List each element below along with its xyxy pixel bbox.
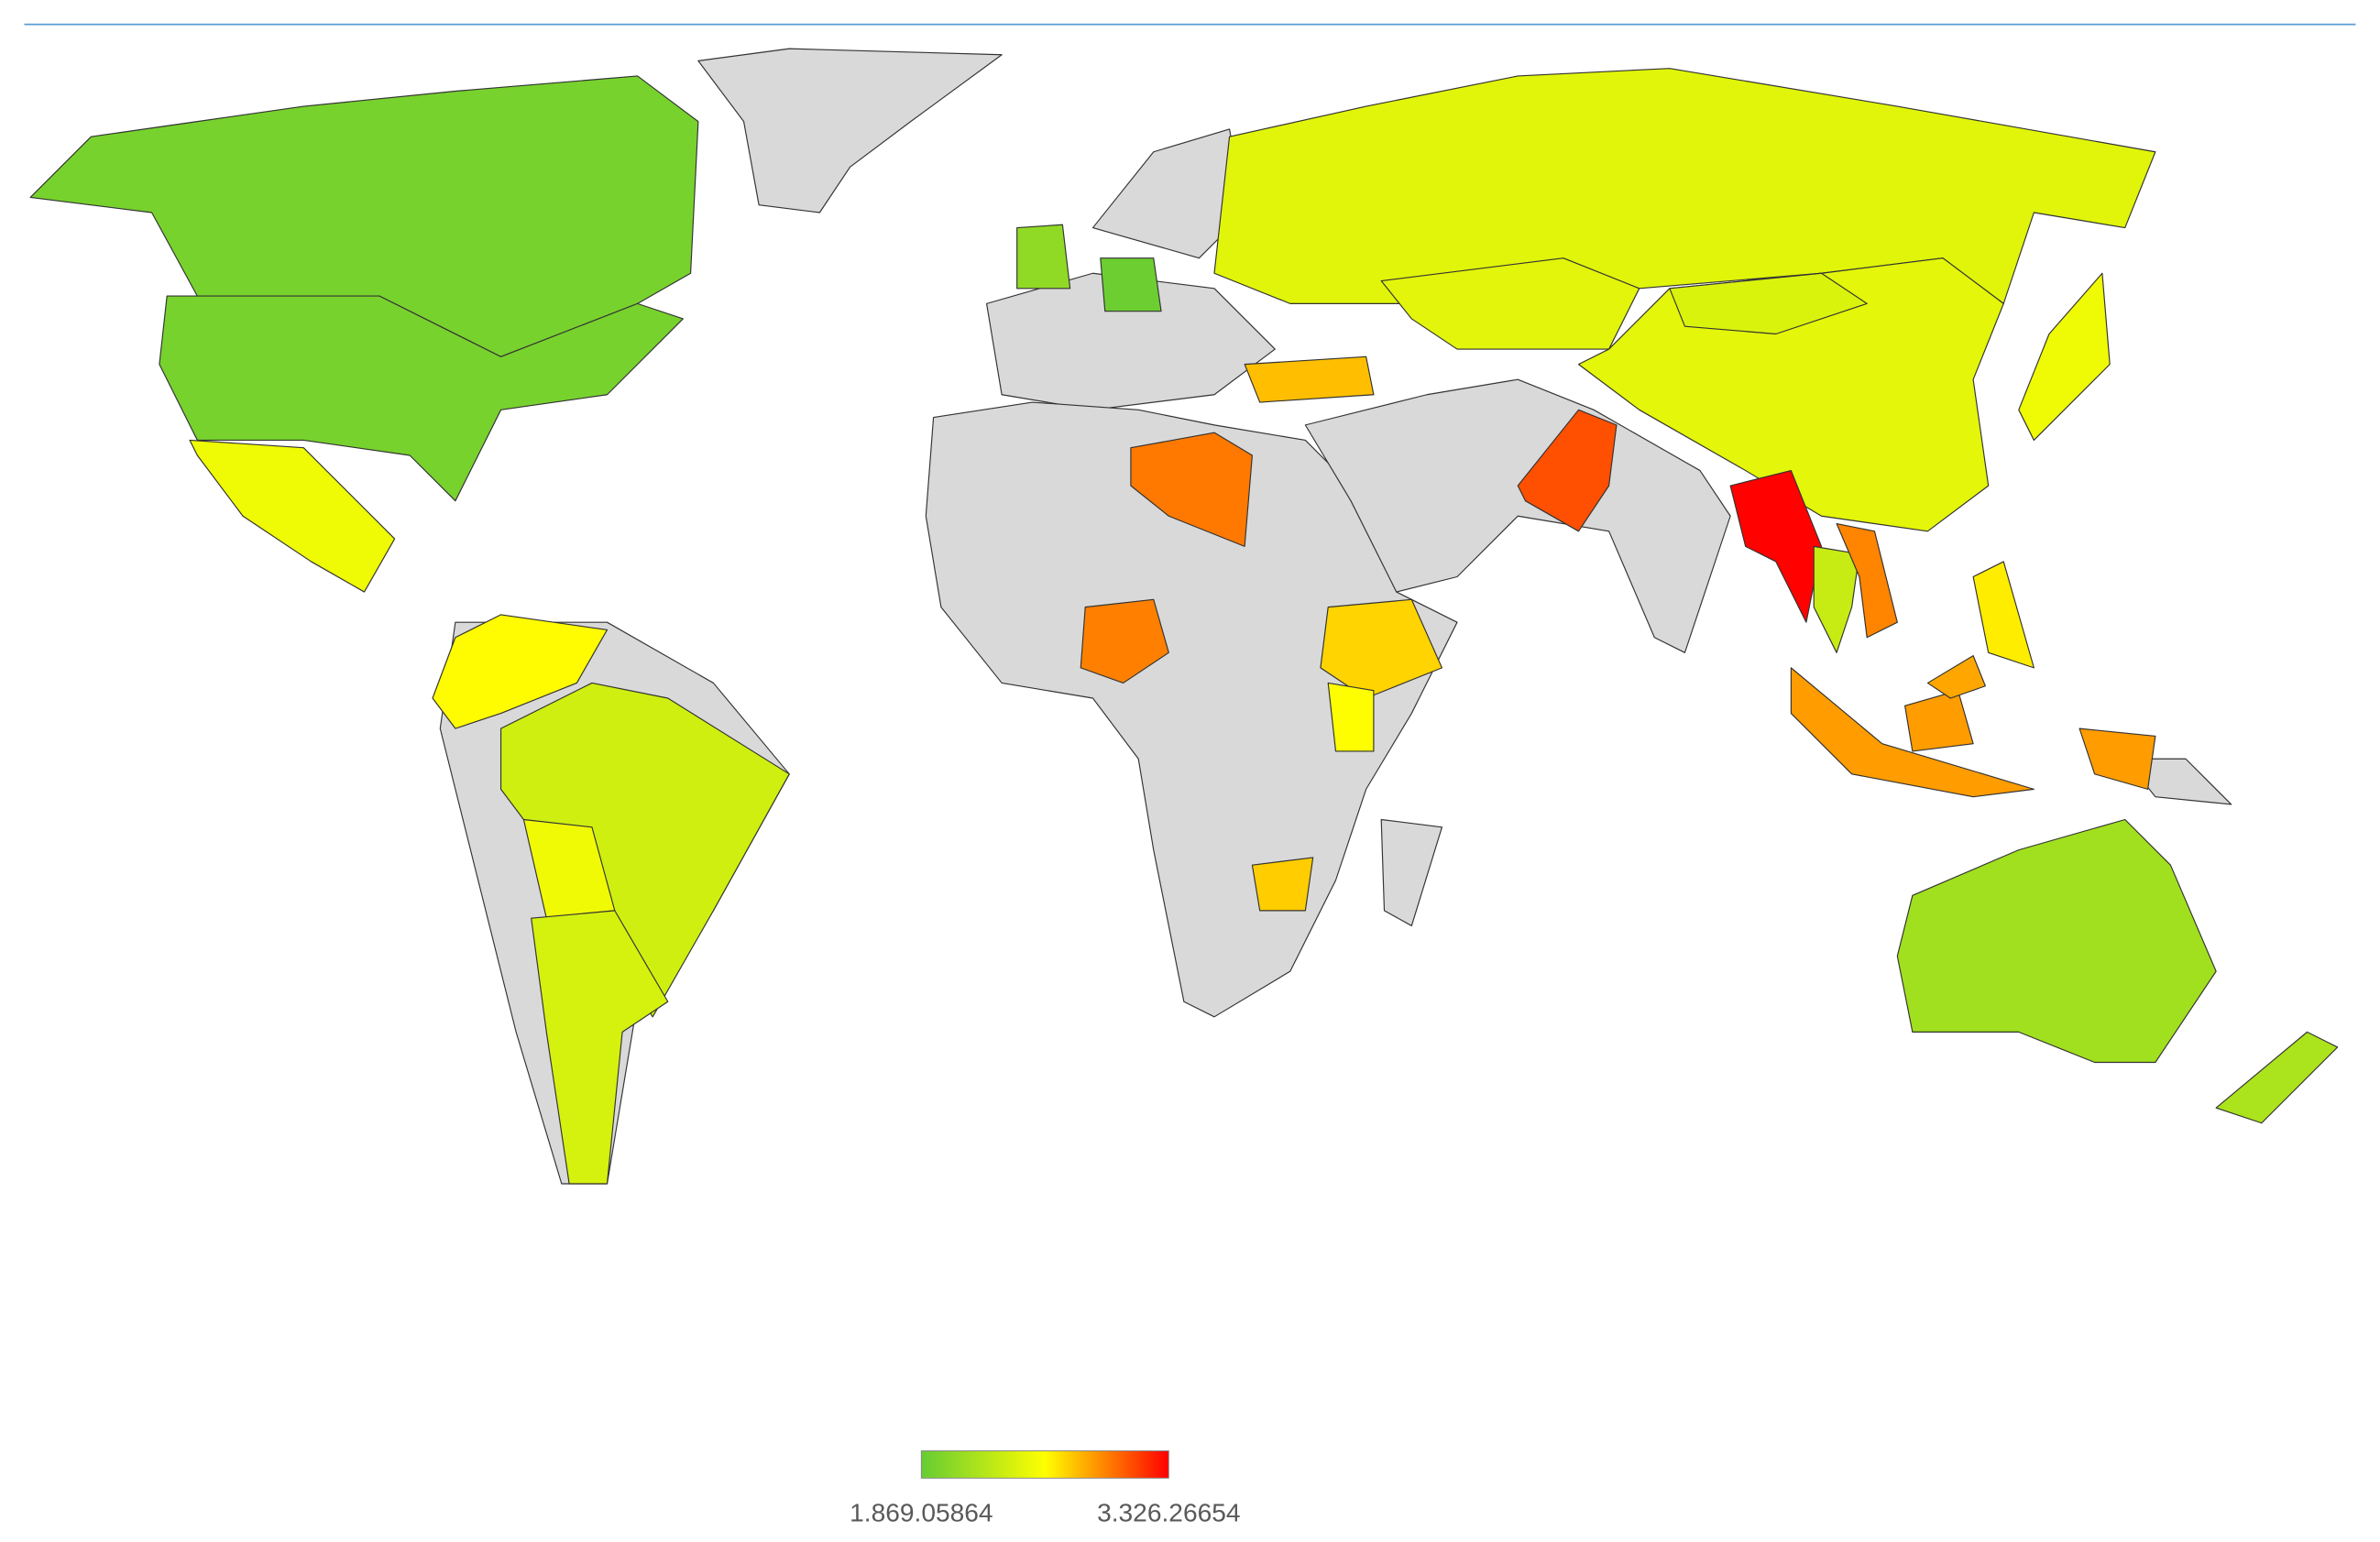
region (1517, 409, 1618, 532)
region-shape (1972, 561, 2035, 669)
region-shape (1327, 682, 1375, 752)
regions (29, 68, 2339, 1185)
region (1896, 818, 2217, 1064)
region-shape (432, 614, 609, 729)
region (1080, 598, 1169, 684)
region (1729, 469, 1823, 623)
region-shape (1904, 690, 1974, 752)
region (531, 910, 669, 1185)
region (1972, 561, 2035, 669)
region-shape (1926, 655, 1986, 699)
region (1130, 432, 1253, 547)
region (1016, 224, 1071, 290)
region-shape (1244, 355, 1375, 403)
region (2215, 1031, 2339, 1124)
region (1251, 857, 1314, 912)
land (925, 401, 1458, 1018)
region-shape (1836, 522, 1898, 639)
region-shape (1896, 818, 2217, 1064)
region (1790, 667, 2156, 798)
land (1304, 378, 1731, 653)
region (1669, 272, 1868, 335)
region (2018, 272, 2111, 442)
region-shape (2215, 1031, 2339, 1124)
region-shape (1080, 598, 1169, 684)
region-shape (1213, 68, 2156, 304)
region (1213, 68, 2156, 304)
region-shape (1100, 257, 1162, 312)
region-shape (1517, 409, 1618, 532)
region (432, 614, 609, 729)
legend-max-label: 3.326.26654 (1097, 1499, 1240, 1527)
region-shape (2018, 272, 2111, 442)
region-shape (1320, 598, 1443, 699)
region (189, 439, 396, 593)
region (1320, 598, 1443, 699)
region (1327, 682, 1375, 752)
region-shape (1790, 667, 2035, 798)
region (1100, 257, 1162, 312)
land (697, 48, 1003, 213)
land (1380, 818, 1443, 927)
region-shape (1016, 224, 1071, 290)
region-shape (1669, 272, 1868, 335)
region-shape (1130, 432, 1253, 547)
region (1836, 522, 1898, 639)
region (1244, 355, 1375, 403)
legend-gradient (920, 1450, 1169, 1479)
region (1813, 545, 1860, 653)
region (1926, 655, 1986, 699)
region-shape (1813, 545, 1860, 653)
region-shape (189, 439, 396, 593)
region-shape (2078, 727, 2156, 790)
region-shape (1729, 469, 1823, 623)
region-shape (531, 910, 669, 1185)
region-shape (1251, 857, 1314, 912)
legend-min-label: 1.869.05864 (850, 1499, 993, 1527)
